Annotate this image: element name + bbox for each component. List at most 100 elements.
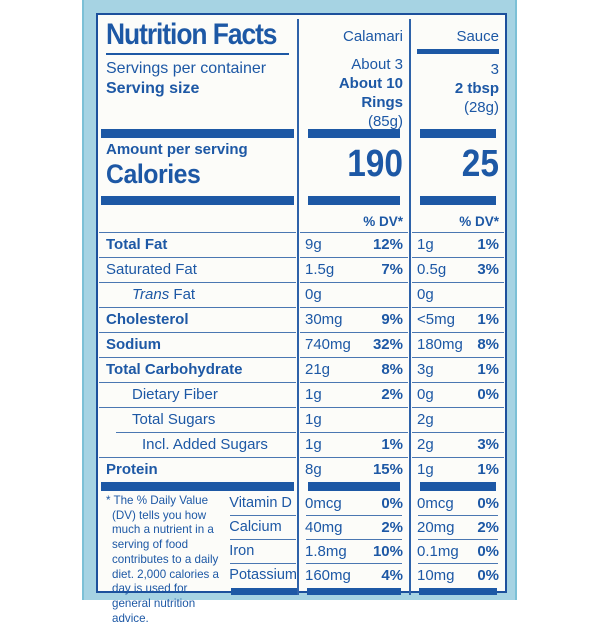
micronutrient-amount: 0.1mg <box>417 542 459 560</box>
micronutrient-labels-column: Vitamin D Calcium Iron Potassium <box>229 491 297 595</box>
calamari-amount: 9g <box>305 236 322 253</box>
nutrient-label: Trans Fat <box>132 285 196 303</box>
calamari-amount: 1g <box>305 436 322 453</box>
sauce-dv-header: % DV* <box>459 214 499 229</box>
sauce-amount: 0g <box>417 286 434 303</box>
serving-size-label: Serving size <box>106 80 200 97</box>
nutrient-row: Incl. Added Sugars 1g 1% 2g 3% <box>98 432 505 457</box>
nutrient-row: Trans Fat 0g 0g <box>98 282 505 307</box>
sauce-amount: 1g <box>417 236 434 253</box>
sauce-column-name: Sauce <box>456 28 499 45</box>
thick-bar <box>420 129 496 138</box>
nutrient-label: Saturated Fat <box>106 260 197 278</box>
nutrient-label: Total Carbohydrate <box>106 360 243 378</box>
sauce-amount: <5mg <box>417 311 455 328</box>
thick-bar <box>308 129 400 138</box>
sauce-amount: 3g <box>417 361 434 378</box>
calamari-amount: 21g <box>305 361 331 378</box>
calamari-dv-header: % DV* <box>363 214 403 229</box>
calamari-dv: 32% <box>372 336 403 353</box>
calamari-dv: 12% <box>372 236 403 253</box>
micronutrient-dv: 2% <box>381 518 403 536</box>
calamari-amount: 1g <box>305 411 322 428</box>
daily-value-footnote: * The % Daily Value (DV) tells you how m… <box>106 494 219 625</box>
sauce-serving-size-value: 2 tbsp <box>454 80 499 97</box>
micronutrient-amount: 0mcg <box>305 494 342 512</box>
micronutrient-value-row: 0mcg 0% <box>305 491 403 515</box>
micronutrient-label: Calcium <box>229 515 297 539</box>
thick-bar <box>101 196 294 205</box>
calamari-column-name: Calamari <box>342 28 403 45</box>
nutrient-row: Dietary Fiber 1g 2% 0g 0% <box>98 382 505 407</box>
sauce-servings-value: 3 <box>490 61 499 78</box>
thick-bar <box>101 482 294 491</box>
calamari-calories-value: 190 <box>347 143 403 185</box>
calamari-micronutrient-values: 0mcg 0% 40mg 2% 1.8mg 10% 160mg 4% <box>297 491 409 595</box>
nutrient-row: Total Carbohydrate 21g 8% 3g 1% <box>98 357 505 382</box>
section-bar <box>98 482 505 491</box>
bottom-bar <box>307 588 401 595</box>
micronutrient-amount: 10mg <box>417 566 455 584</box>
micronutrient-value-row: 10mg 0% <box>417 563 499 587</box>
micronutrient-value-row: 20mg 2% <box>417 515 499 539</box>
calamari-dv: 7% <box>381 261 403 278</box>
calamari-amount: 740mg <box>305 336 351 353</box>
nutrient-row: Cholesterol 30mg 9% <5mg 1% <box>98 307 505 332</box>
nutrient-row: Saturated Fat 1.5g 7% 0.5g 3% <box>98 257 505 282</box>
micronutrient-value-row: 0mcg 0% <box>417 491 499 515</box>
sauce-dv: 1% <box>477 236 499 253</box>
sauce-dv: 3% <box>477 436 499 453</box>
micronutrient-label: Potassium <box>229 563 297 587</box>
bottom-bar <box>419 588 497 595</box>
nutrient-row: Total Sugars 1g 2g <box>98 407 505 432</box>
calamari-dv: 8% <box>381 361 403 378</box>
sauce-dv: 3% <box>477 261 499 278</box>
sauce-amount: 2g <box>417 436 434 453</box>
title-divider <box>106 53 289 55</box>
calamari-dv: 9% <box>381 311 403 328</box>
nutrient-label: Total Fat <box>106 235 168 253</box>
sauce-amount: 0g <box>417 386 434 403</box>
sauce-dv: 1% <box>477 361 499 378</box>
calories-label: Calories <box>106 159 201 189</box>
micronutrient-dv: 4% <box>381 566 403 584</box>
thick-bar <box>308 196 400 205</box>
micronutrient-dv: 0% <box>477 542 499 560</box>
calamari-column-header: Calamari About 3 About 10 Rings (85g) <box>297 19 409 130</box>
sauce-amount: 0.5g <box>417 261 447 278</box>
calamari-amount: 30mg <box>305 311 343 328</box>
sauce-amount: 2g <box>417 411 434 428</box>
sauce-micronutrient-values: 0mcg 0% 20mg 2% 0.1mg 0% 10mg 0% <box>409 491 505 595</box>
thick-bar <box>308 482 400 491</box>
micronutrient-amount: 160mg <box>305 566 351 584</box>
servings-per-container-label: Servings per container <box>106 60 267 77</box>
sauce-dv: 0% <box>477 386 499 403</box>
panel-title: Nutrition Facts <box>106 18 277 51</box>
nutrient-label: Protein <box>106 460 158 478</box>
thick-bar <box>420 482 496 491</box>
calamari-servings-value: About 3 <box>351 56 403 73</box>
sauce-dv: 8% <box>477 336 499 353</box>
nutrient-table: Total Fat 9g 12% 1g 1% Saturated Fat 1.5… <box>98 232 505 482</box>
calamari-serving-size-value: About 10 Rings <box>338 75 403 111</box>
header-left: Nutrition Facts Servings per container S… <box>98 19 297 129</box>
nutrient-label: Incl. Added Sugars <box>142 435 268 453</box>
amount-per-serving-label: Amount per serving <box>106 141 248 158</box>
calamari-amount: 0g <box>305 286 322 303</box>
daily-value-header-row: % DV* % DV* <box>98 205 505 232</box>
sauce-calories-value: 25 <box>461 143 499 185</box>
nutrient-label: Dietary Fiber <box>132 385 218 403</box>
micronutrient-dv: 10% <box>372 542 403 560</box>
calamari-amount: 1.5g <box>305 261 335 278</box>
nutrient-label: Total Sugars <box>132 410 216 428</box>
section-bar <box>98 129 505 138</box>
sauce-header-bar <box>417 49 499 54</box>
micronutrient-label: Vitamin D <box>229 495 292 511</box>
calamari-dv: 1% <box>381 436 403 453</box>
micronutrient-dv: 0% <box>477 494 499 512</box>
calamari-serving-weight: (85g) <box>367 113 403 130</box>
sauce-dv: 1% <box>477 461 499 478</box>
micronutrient-dv: 0% <box>381 494 403 512</box>
calamari-dv: 2% <box>381 386 403 403</box>
sauce-serving-weight: (28g) <box>463 99 499 116</box>
